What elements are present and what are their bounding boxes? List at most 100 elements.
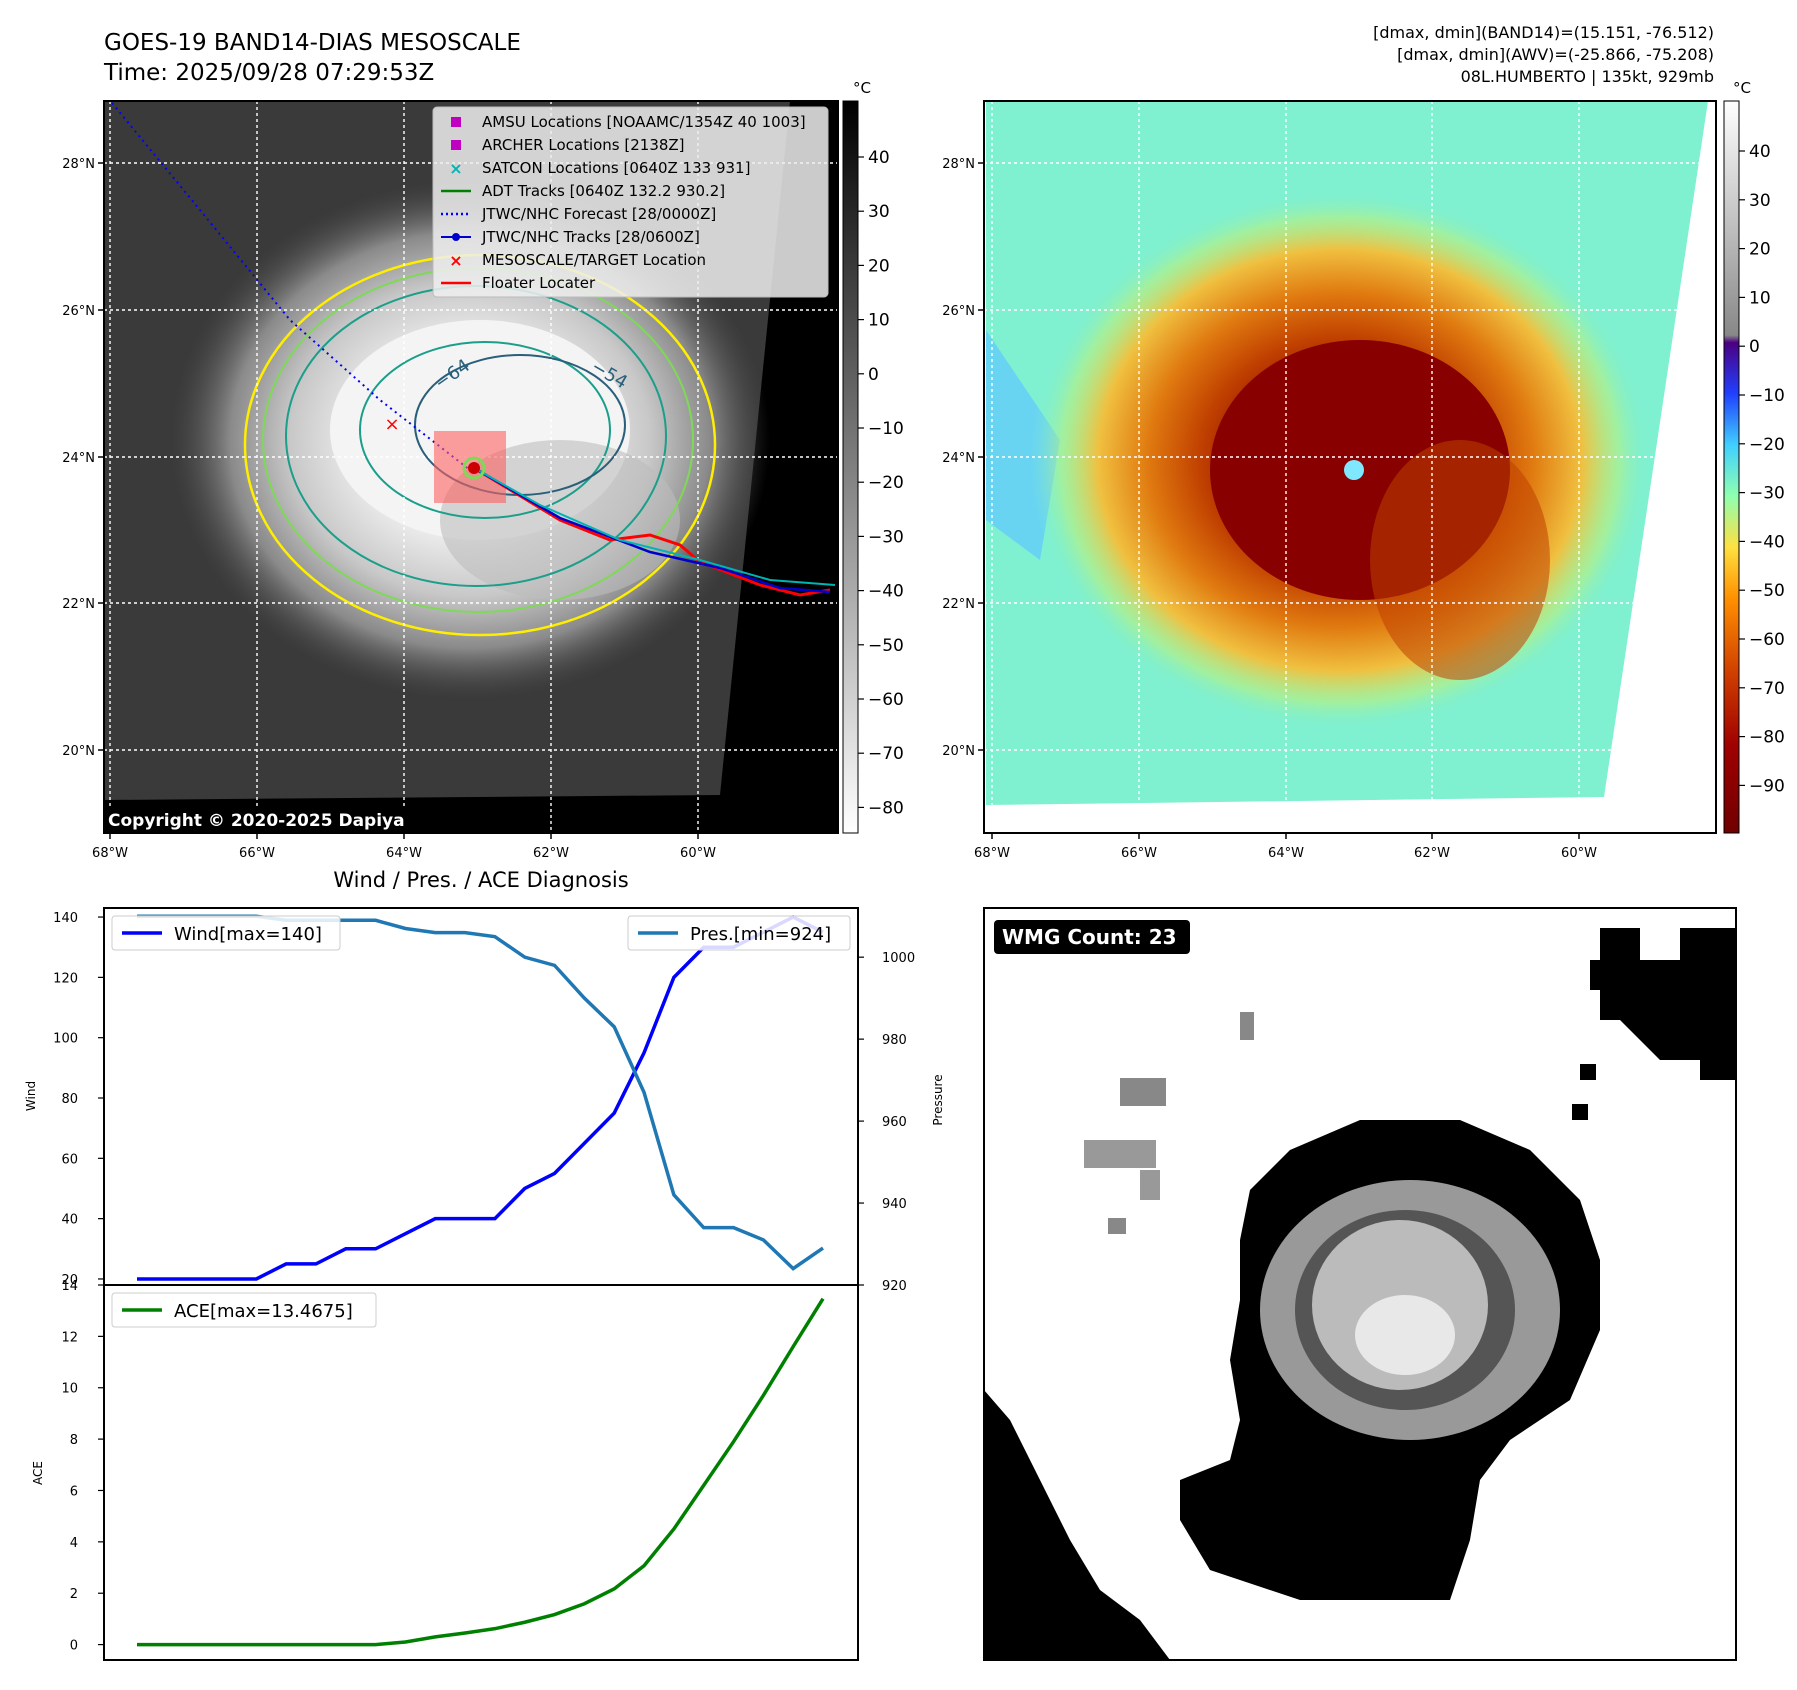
color-colorbar-unit: °C xyxy=(1733,79,1751,97)
jtwc-nhc-track xyxy=(473,466,831,594)
wmg-black-block-1 xyxy=(1580,1064,1596,1080)
ir-colorbar-tick-label: 20 xyxy=(868,256,890,276)
color-map-lat-label: 22°N xyxy=(942,597,975,612)
ir-map-lat-label: 22°N xyxy=(62,597,95,612)
wmg-topright-region xyxy=(1590,928,1736,1080)
color-map-lat-label: 26°N xyxy=(942,304,975,319)
ace-tick-label: 14 xyxy=(61,1279,78,1294)
color-colorbar-tick-label: −40 xyxy=(1749,532,1785,552)
color-map-panel: 28°N 26°N 24°N 22°N 20°N 68°W 66°W 64°W 62°W 60°W xyxy=(942,100,1717,861)
pressure-tick-label: 960 xyxy=(882,1115,907,1130)
legend-square-marker xyxy=(451,140,461,150)
ir-colorbar-tick-label: −60 xyxy=(868,690,904,710)
color-colorbar-tick-label: 0 xyxy=(1749,337,1760,357)
ace-tick-label: 8 xyxy=(70,1433,78,1448)
legend-label: MESOSCALE/TARGET Location xyxy=(482,251,706,269)
ir-map-lon-label: 68°W xyxy=(92,846,128,861)
legend-x-marker: × xyxy=(449,159,462,178)
ir-colorbar-tick-label: −30 xyxy=(868,527,904,547)
ace-tick-label: 10 xyxy=(61,1382,78,1397)
wind-tick-label: 40 xyxy=(61,1213,78,1228)
ir-map-lon-label: 60°W xyxy=(680,846,716,861)
color-colorbar-tick-label: 40 xyxy=(1749,142,1771,162)
ir-colorbar-tick-label: −50 xyxy=(868,636,904,656)
color-colorbar-tick-label: −90 xyxy=(1749,776,1785,796)
color-colorbar-tick-label: −50 xyxy=(1749,581,1785,601)
wmg-gray-block-4 xyxy=(1108,1218,1126,1234)
color-map-frame xyxy=(983,100,1717,834)
ir-colorbar-tick-label: −70 xyxy=(868,744,904,764)
copyright-text: Copyright © 2020-2025 Dapiya xyxy=(108,811,405,831)
wind-pressure-chart: 20 40 60 80 100 120 140 920 940 960 980 1000 Wind P… xyxy=(24,907,945,1294)
pressure-tick-label: 940 xyxy=(882,1197,907,1212)
color-map-lon-label: 64°W xyxy=(1268,846,1304,861)
color-cloud-band xyxy=(1370,440,1550,680)
jtwc-forecast-track xyxy=(111,102,471,471)
color-colorbar-tick-label: −30 xyxy=(1749,484,1785,504)
wind-tick-label: 80 xyxy=(61,1092,78,1107)
ir-colorbar-tick-label: −20 xyxy=(868,473,904,493)
ace-tick-label: 6 xyxy=(70,1484,78,1499)
legend-entry: Floater Locater xyxy=(441,274,596,292)
color-colorbar-tick-label: 20 xyxy=(1749,240,1771,260)
storm-line: 08L.HUMBERTO | 135kt, 929mb xyxy=(1461,67,1714,86)
diagnosis-title: Wind / Pres. / ACE Diagnosis xyxy=(333,868,628,892)
legend-label: AMSU Locations [NOAAMC/1354Z 40 1003] xyxy=(482,113,806,131)
legend-label: SATCON Locations [0640Z 133 931] xyxy=(482,159,750,177)
ir-map-lon-label: 64°W xyxy=(386,846,422,861)
pressure-tick-label: 920 xyxy=(882,1279,907,1294)
legend-entry: × SATCON Locations [0640Z 133 931] xyxy=(449,159,750,178)
storm-center-marker xyxy=(462,456,486,480)
wmg-black-block-2 xyxy=(1572,1104,1588,1120)
ir-colorbar-tick-label: 30 xyxy=(868,202,890,222)
storm-center-dot xyxy=(468,462,480,474)
adt-track xyxy=(473,467,836,586)
figure-time: Time: 2025/09/28 07:29:53Z xyxy=(103,60,434,86)
pressure-legend: Pres.[min=924] xyxy=(627,915,851,951)
ir-colorbar-tick-label: −40 xyxy=(868,582,904,602)
wmg-gray-block-5 xyxy=(1240,1012,1254,1040)
wind-tick-label: 120 xyxy=(53,971,78,986)
pressure-series-line xyxy=(137,914,824,1271)
ace-tick-label: 0 xyxy=(70,1639,78,1654)
color-map-lat-label: 20°N xyxy=(942,744,975,759)
ir-map-frame xyxy=(103,100,839,834)
legend-label: ADT Tracks [0640Z 132.2 930.2] xyxy=(482,182,725,200)
ace-legend-label: ACE[max=13.4675] xyxy=(174,1301,353,1322)
ace-axis-label: ACE xyxy=(31,1461,45,1485)
stats-line-2: [dmax, dmin](AWV)=(-25.866, -75.208) xyxy=(1397,45,1714,64)
pressure-legend-label: Pres.[min=924] xyxy=(690,924,831,945)
color-colorbar-tick-label: −20 xyxy=(1749,435,1785,455)
ir-map-lat-label: 20°N xyxy=(62,744,95,759)
legend-x-marker: × xyxy=(449,251,462,270)
ir-map-lon-label: 62°W xyxy=(533,846,569,861)
ace-tick-label: 4 xyxy=(70,1536,78,1551)
color-map-lon-label: 68°W xyxy=(974,846,1010,861)
eye-warm-spot xyxy=(1344,460,1364,480)
floater-locater-track xyxy=(473,466,831,597)
ir-colorbar-unit: °C xyxy=(853,79,871,97)
wmg-gray-block-2 xyxy=(1084,1140,1156,1168)
legend-entry: JTWC/NHC Tracks [28/0600Z] xyxy=(441,228,700,246)
ir-colorbar-tick-label: 0 xyxy=(868,365,879,385)
wmg-bright-core xyxy=(1355,1295,1455,1375)
wind-tick-label: 60 xyxy=(61,1152,78,1167)
color-map-lon-label: 62°W xyxy=(1414,846,1450,861)
color-map-lon-label: 60°W xyxy=(1561,846,1597,861)
legend-label: Floater Locater xyxy=(482,274,596,292)
ir-map-lat-label: 26°N xyxy=(62,304,95,319)
legend-entry: AMSU Locations [NOAAMC/1354Z 40 1003] xyxy=(451,113,806,131)
ir-map-panel: −64 −54 × AMSU Locations [ xyxy=(62,100,839,861)
ir-colorbar-tick-label: −10 xyxy=(868,419,904,439)
legend-entry: ARCHER Locations [2138Z] xyxy=(451,136,685,154)
wind-series-line xyxy=(137,915,824,1281)
figure-title: GOES-19 BAND14-DIAS MESOSCALE xyxy=(104,30,521,56)
legend-square-marker xyxy=(451,117,461,127)
legend-entry: JTWC/NHC Forecast [28/0000Z] xyxy=(441,205,716,223)
contour-teal-mid xyxy=(359,341,611,519)
pressure-tick-label: 1000 xyxy=(882,951,915,966)
stats-line-1: [dmax, dmin](BAND14)=(15.151, -76.512) xyxy=(1373,23,1714,42)
color-colorbar: °C 40 30 20 10 0 −10 −20 −30 −40 −50 −60 −70 −80 −90 xyxy=(1723,79,1785,834)
color-map-lat-label: 28°N xyxy=(942,157,975,172)
pressure-tick-label: 980 xyxy=(882,1033,907,1048)
